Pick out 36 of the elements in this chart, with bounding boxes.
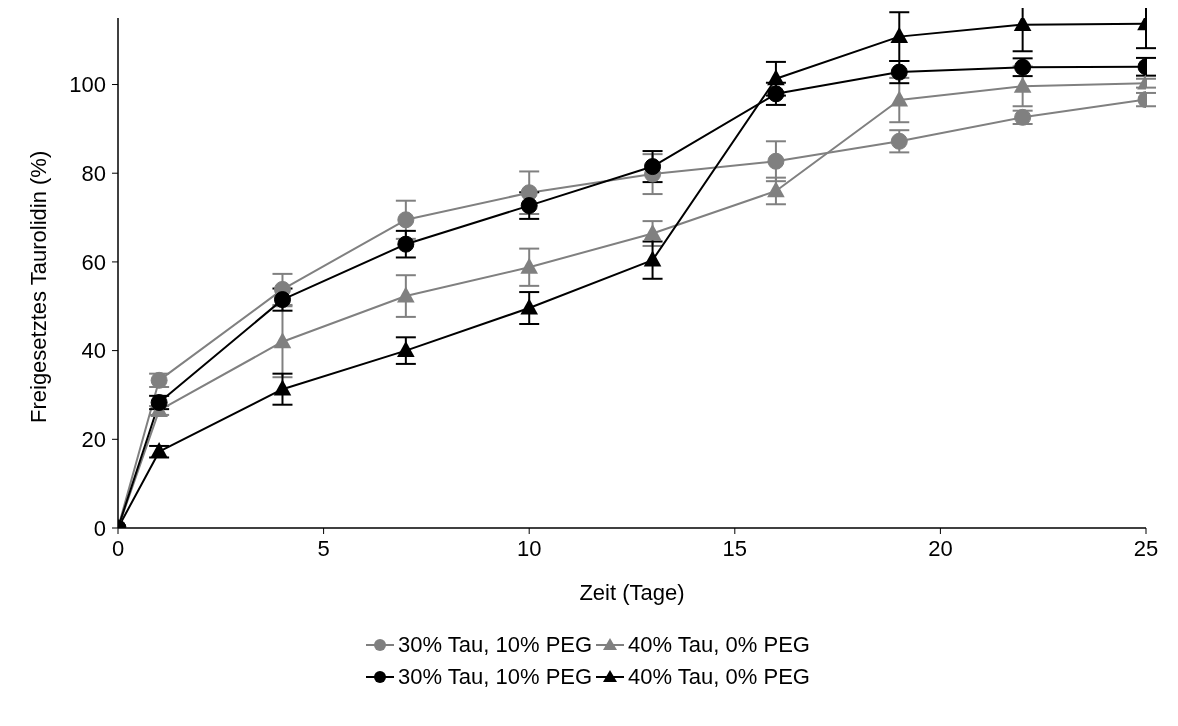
point xyxy=(397,235,415,253)
y-tick-label: 0 xyxy=(93,515,106,541)
point xyxy=(520,298,538,315)
y-tick-label: 40 xyxy=(81,338,106,364)
y-tick-label: 100 xyxy=(69,72,106,98)
point xyxy=(767,69,785,86)
point xyxy=(273,332,292,349)
point xyxy=(397,211,415,229)
point xyxy=(644,158,662,176)
x-tick-label: 20 xyxy=(928,535,953,561)
point xyxy=(890,90,909,107)
y-axis-title: Freigesetztes Taurolidin (%) xyxy=(25,150,51,423)
y-tick-label: 60 xyxy=(81,249,106,275)
legend-label: 30% Tau, 10% PEG xyxy=(398,632,593,658)
y-tick-label: 20 xyxy=(81,427,106,453)
point xyxy=(1013,18,1032,32)
point xyxy=(520,197,538,215)
x-tick-label: 10 xyxy=(516,535,542,561)
y-tick-label: 80 xyxy=(81,161,106,187)
point xyxy=(1013,76,1032,93)
point xyxy=(273,379,292,396)
point xyxy=(643,223,662,240)
legend-label: 40% Tau, 0% PEG xyxy=(628,664,810,690)
point xyxy=(397,286,415,303)
x-tick-label: 15 xyxy=(722,535,748,561)
point xyxy=(397,341,415,358)
x-tick-label: 25 xyxy=(1133,535,1159,561)
point xyxy=(520,257,538,274)
x-axis-title: Zeit (Tage) xyxy=(579,580,685,605)
point xyxy=(643,250,662,267)
legend-label: 40% Tau, 0% PEG xyxy=(628,632,810,658)
point xyxy=(767,152,785,170)
x-tick-label: 0 xyxy=(111,535,125,561)
point xyxy=(890,27,909,44)
legend-label: 30% Tau, 10% PEG xyxy=(398,664,593,690)
x-tick-label: 5 xyxy=(317,535,330,561)
